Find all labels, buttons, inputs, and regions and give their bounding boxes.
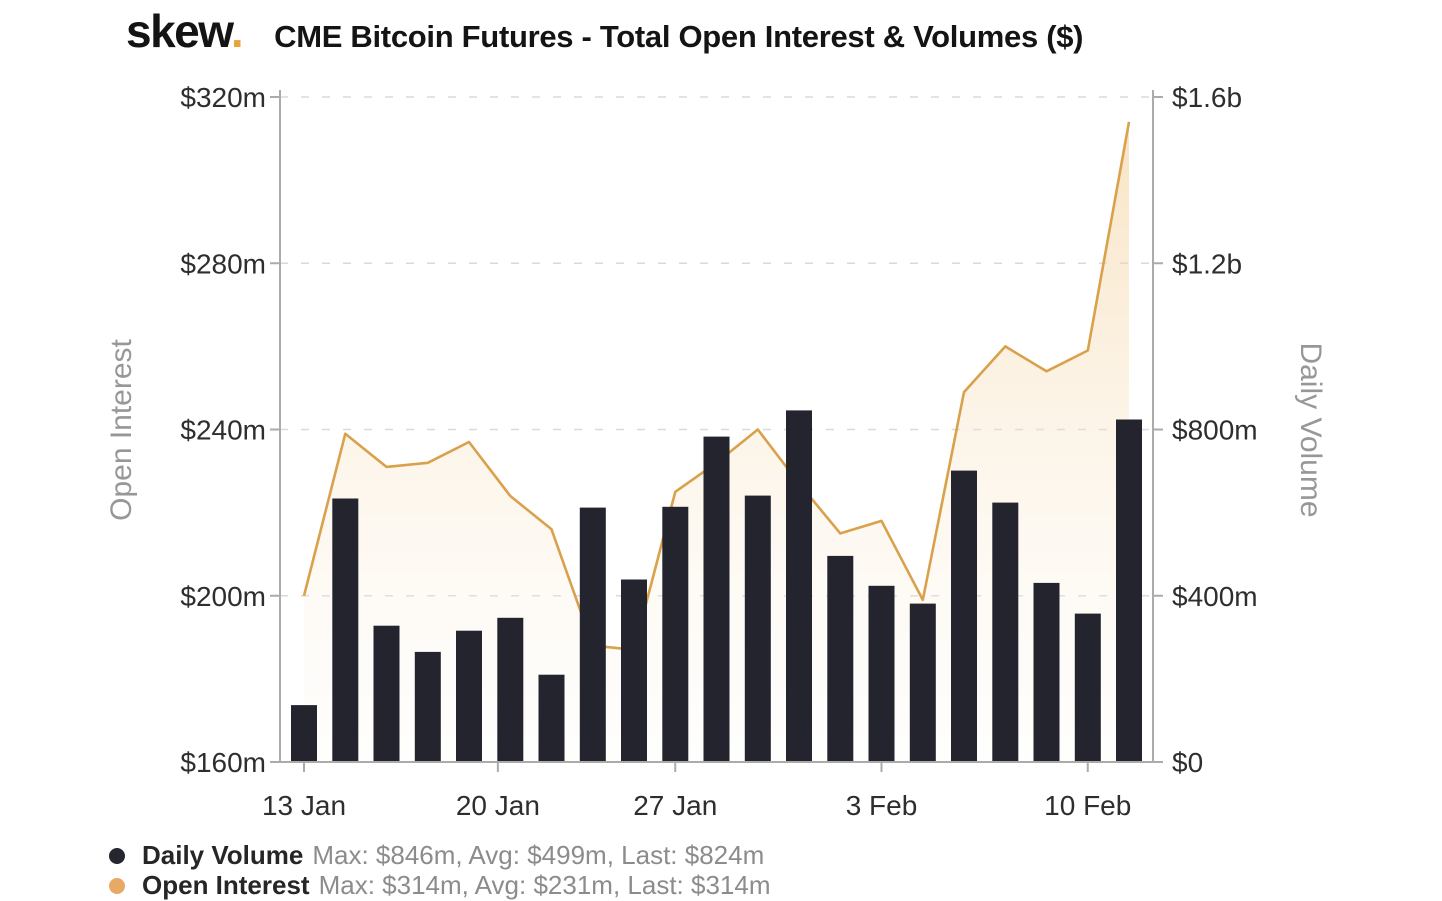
volume-bar (868, 585, 895, 762)
logo-text: skew (126, 5, 232, 57)
axis-lines-and-ticks (270, 90, 1163, 772)
volume-bar (1033, 582, 1060, 762)
axis-tick-labels: $320m $280m $240m $200m $160m $1.6b $1.2b $800m… (180, 82, 1257, 821)
right-axis-tick-label: $1.6b (1172, 82, 1242, 113)
volume-bar (662, 506, 689, 762)
right-axis-tick-label: $400m (1172, 581, 1258, 612)
volume-bar (951, 470, 977, 762)
volume-bar (1074, 613, 1101, 762)
legend-series-name: Open Interest (142, 870, 310, 900)
skew-logo: skew. (126, 4, 244, 58)
volume-bar (332, 498, 359, 762)
volume-bar (621, 579, 647, 762)
right-axis-tick-label: $1.2b (1172, 248, 1242, 279)
x-axis-tick-label: 10 Feb (1044, 790, 1131, 821)
open-interest-area (304, 121, 1129, 762)
header: skew. CME Bitcoin Futures - Total Open I… (126, 4, 1084, 58)
daily-volume-bars (291, 410, 1142, 762)
legend-series-stats: Max: $314m, Avg: $231m, Last: $314m (318, 870, 771, 900)
volume-bar (291, 705, 317, 762)
logo-dot: . (230, 5, 244, 57)
left-axis-tick-label: $280m (180, 248, 266, 279)
chart-legend: Daily Volume Max: $846m, Avg: $499m, Las… (109, 840, 771, 901)
volume-bar (497, 617, 524, 762)
volume-bar (827, 555, 854, 762)
volume-bar (373, 625, 400, 762)
chart-title: CME Bitcoin Futures - Total Open Interes… (274, 19, 1084, 54)
daily-volume-dot-icon (109, 847, 125, 864)
left-axis-title: Open Interest (105, 338, 138, 520)
volume-bar (579, 507, 606, 762)
right-axis-tick-label: $800m (1172, 415, 1258, 446)
volume-bar (703, 436, 730, 762)
x-axis-tick-label: 3 Feb (846, 790, 918, 821)
volume-bar (909, 603, 936, 762)
volume-bar (744, 495, 771, 762)
legend-series-stats: Max: $846m, Avg: $499m, Last: $824m (312, 840, 765, 870)
open-interest-fill (304, 121, 1129, 762)
x-axis-tick-label: 20 Jan (456, 790, 540, 821)
left-axis-tick-label: $200m (180, 581, 266, 612)
legend-item-open-interest[interactable]: Open Interest Max: $314m, Avg: $231m, La… (109, 870, 771, 900)
volume-bar (992, 502, 1019, 762)
left-axis-tick-label: $320m (180, 82, 266, 113)
left-axis-tick-label: $240m (180, 415, 266, 446)
open-interest-dot-icon (109, 877, 125, 894)
volume-bar (538, 674, 565, 762)
legend-series-name: Daily Volume (142, 840, 304, 870)
volume-bar (456, 630, 482, 762)
volume-bar (1116, 419, 1142, 762)
legend-item-daily-volume[interactable]: Daily Volume Max: $846m, Avg: $499m, Las… (109, 840, 770, 870)
right-axis-tick-label: $0 (1172, 747, 1203, 778)
volume-bar (786, 410, 812, 762)
right-axis-title: Daily Volume (1294, 342, 1327, 517)
x-axis-tick-label: 27 Jan (633, 790, 717, 821)
left-axis-tick-label: $160m (180, 747, 266, 778)
volume-bar (414, 651, 441, 762)
x-axis-tick-label: 13 Jan (262, 790, 346, 821)
